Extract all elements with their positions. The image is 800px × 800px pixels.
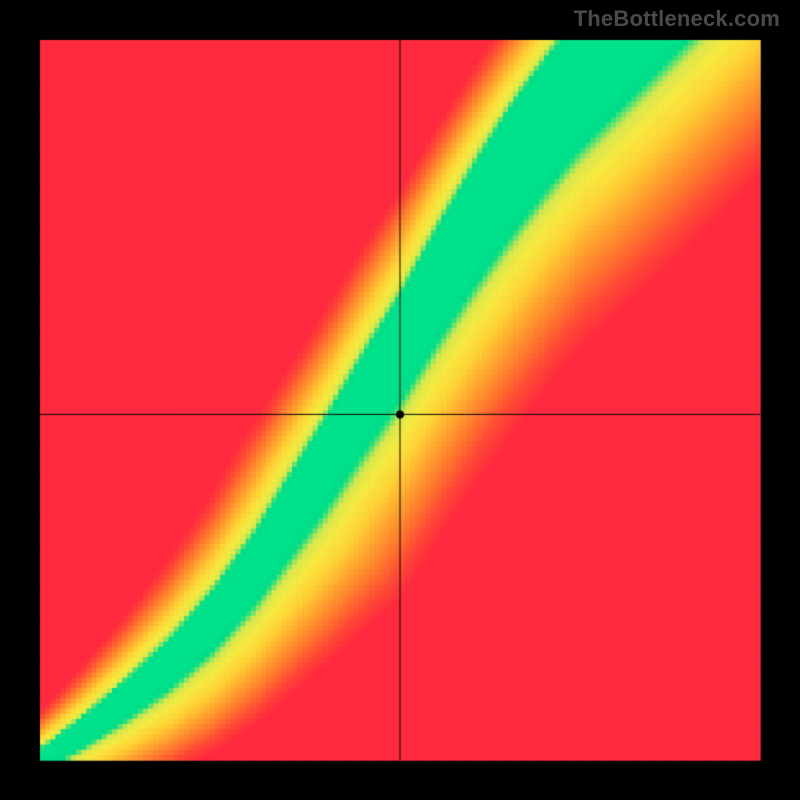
chart-container: TheBottleneck.com bbox=[0, 0, 800, 800]
watermark-text: TheBottleneck.com bbox=[574, 6, 780, 32]
bottleneck-heatmap bbox=[0, 0, 800, 800]
